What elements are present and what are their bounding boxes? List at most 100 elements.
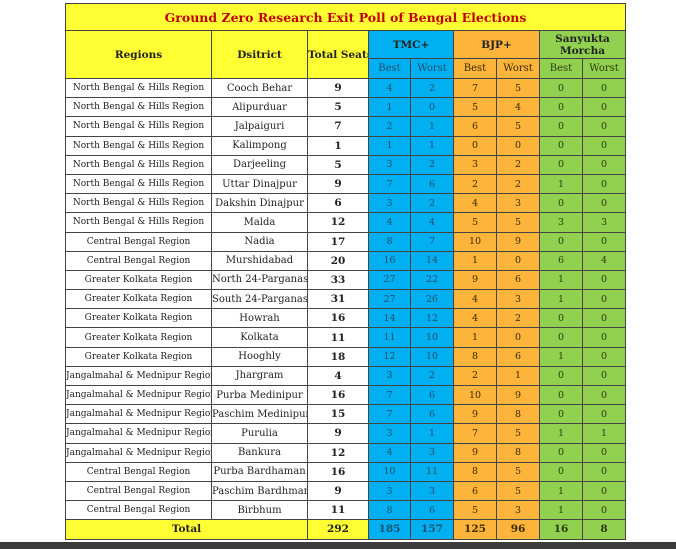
table-row: Central Bengal Region Purba Bardhaman 16 10… [65, 461, 627, 482]
table-row: Central Bengal Region Nadia 17 8 7 10 9 0 0 [65, 231, 627, 252]
header-regions: Regions [65, 30, 212, 79]
table-row: Greater Kolkata Region South 24-Parganas 3… [65, 289, 627, 310]
tmc-best-cell: 27 [368, 269, 411, 291]
region-cell: Jangalmahal & Mednipur Region [65, 404, 212, 425]
tmc-best-cell: 7 [368, 173, 411, 195]
district-cell: Paschim Medinipur [211, 404, 308, 425]
district-cell: Kalimpong [211, 135, 308, 156]
bjp-best-cell: 0 [453, 135, 497, 156]
district-cell: Dakshin Dinajpur [211, 193, 308, 214]
tmc-worst-cell: 12 [410, 308, 454, 329]
header-tmc-worst: Worst [410, 58, 454, 79]
total-seats-cell: 16 [307, 384, 369, 406]
table-row: Greater Kolkata Region Hooghly 18 12 10 8 6 1 0 [65, 346, 627, 367]
bjp-best-cell: 2 [453, 173, 497, 195]
sm-best-cell: 1 [539, 269, 583, 291]
total-sm-best-cell: 16 [539, 519, 583, 540]
bjp-worst-cell: 2 [496, 154, 540, 175]
tmc-worst-cell: 26 [410, 289, 454, 310]
tmc-best-cell: 11 [368, 327, 411, 348]
tmc-worst-cell: 3 [410, 442, 454, 463]
exit-poll-table: Ground Zero Research Exit Poll of Bengal… [64, 3, 627, 540]
tmc-worst-cell: 11 [410, 461, 454, 482]
sm-best-cell: 0 [539, 404, 583, 425]
tmc-worst-cell: 1 [410, 135, 454, 156]
table-row: North Bengal & Hills Region Uttar Dinajpu… [65, 173, 627, 195]
tmc-best-cell: 16 [368, 250, 411, 271]
header-district: Dsitrict [211, 30, 308, 79]
total-seats-cell: 18 [307, 346, 369, 367]
sm-worst-cell: 0 [581, 269, 627, 291]
sm-worst-cell: 0 [581, 442, 627, 463]
bjp-worst-cell: 6 [496, 269, 540, 291]
total-bjp-worst-cell: 96 [496, 519, 540, 540]
total-seats-cell: 17 [307, 231, 369, 252]
bjp-best-cell: 8 [453, 346, 497, 367]
bjp-worst-cell: 5 [496, 116, 540, 137]
district-cell: Cooch Behar [211, 77, 308, 99]
district-cell: Jalpaiguri [211, 116, 308, 137]
sm-best-cell: 0 [539, 384, 583, 406]
region-cell: Greater Kolkata Region [65, 327, 212, 348]
tmc-worst-cell: 2 [410, 193, 454, 214]
sm-best-cell: 0 [539, 135, 583, 156]
sm-best-cell: 0 [539, 461, 583, 482]
table-row: North Bengal & Hills Region Dakshin Dinaj… [65, 193, 627, 214]
region-cell: North Bengal & Hills Region [65, 173, 212, 195]
bjp-best-cell: 9 [453, 269, 497, 291]
bjp-worst-cell: 8 [496, 404, 540, 425]
bjp-best-cell: 2 [453, 365, 497, 387]
sm-best-cell: 0 [539, 308, 583, 329]
tmc-worst-cell: 2 [410, 365, 454, 387]
district-cell: Purba Bardhaman [211, 461, 308, 482]
total-seats-cell: 31 [307, 289, 369, 310]
sm-worst-cell: 0 [581, 97, 627, 118]
tmc-worst-cell: 6 [410, 173, 454, 195]
sm-best-cell: 0 [539, 327, 583, 348]
bjp-worst-cell: 2 [496, 173, 540, 195]
district-cell: Purba Medinipur [211, 384, 308, 406]
total-sm-worst-cell: 8 [581, 519, 627, 540]
sm-best-cell: 0 [539, 231, 583, 252]
sm-worst-cell: 0 [581, 135, 627, 156]
sm-best-cell: 1 [539, 346, 583, 367]
sm-best-cell: 0 [539, 365, 583, 387]
bjp-worst-cell: 0 [496, 250, 540, 271]
sm-best-cell: 1 [539, 480, 583, 502]
header-tmc-best: Best [368, 58, 411, 79]
header-bjp-worst: Worst [496, 58, 540, 79]
bjp-best-cell: 4 [453, 308, 497, 329]
table-title: Ground Zero Research Exit Poll of Bengal… [64, 3, 627, 31]
table-row: North Bengal & Hills Region Alipurduar 5 1 0… [65, 97, 627, 118]
tmc-best-cell: 8 [368, 231, 411, 252]
table-row: Central Bengal Region Birbhum 11 8 6 5 3 1 0 [65, 500, 627, 521]
bjp-best-cell: 4 [453, 289, 497, 310]
total-bjp-best-cell: 125 [453, 519, 497, 540]
sm-best-cell: 0 [539, 77, 583, 99]
total-seats-cell: 12 [307, 212, 369, 233]
sm-worst-cell: 0 [581, 231, 627, 252]
tmc-worst-cell: 7 [410, 231, 454, 252]
region-cell: Greater Kolkata Region [65, 269, 212, 291]
sm-best-cell: 1 [539, 289, 583, 310]
tmc-best-cell: 3 [368, 423, 411, 444]
total-seats-cell: 33 [307, 269, 369, 291]
table-row: North Bengal & Hills Region Cooch Behar 9 4… [65, 77, 627, 99]
region-cell: Central Bengal Region [65, 250, 212, 271]
sm-worst-cell: 0 [581, 77, 627, 99]
district-cell: North 24-Parganas [211, 269, 308, 291]
total-seats-cell: 12 [307, 442, 369, 463]
bjp-worst-cell: 5 [496, 423, 540, 444]
table-row: Jangalmahal & Mednipur Region Purba Medin… [65, 384, 627, 406]
tmc-best-cell: 4 [368, 212, 411, 233]
total-seats-cell: 9 [307, 77, 369, 99]
bjp-worst-cell: 6 [496, 346, 540, 367]
district-cell: Uttar Dinajpur [211, 173, 308, 195]
region-cell: North Bengal & Hills Region [65, 193, 212, 214]
bjp-best-cell: 8 [453, 461, 497, 482]
district-cell: Nadia [211, 231, 308, 252]
district-cell: Kolkata [211, 327, 308, 348]
sm-worst-cell: 0 [581, 173, 627, 195]
total-seats-cell: 20 [307, 250, 369, 271]
tmc-worst-cell: 10 [410, 346, 454, 367]
